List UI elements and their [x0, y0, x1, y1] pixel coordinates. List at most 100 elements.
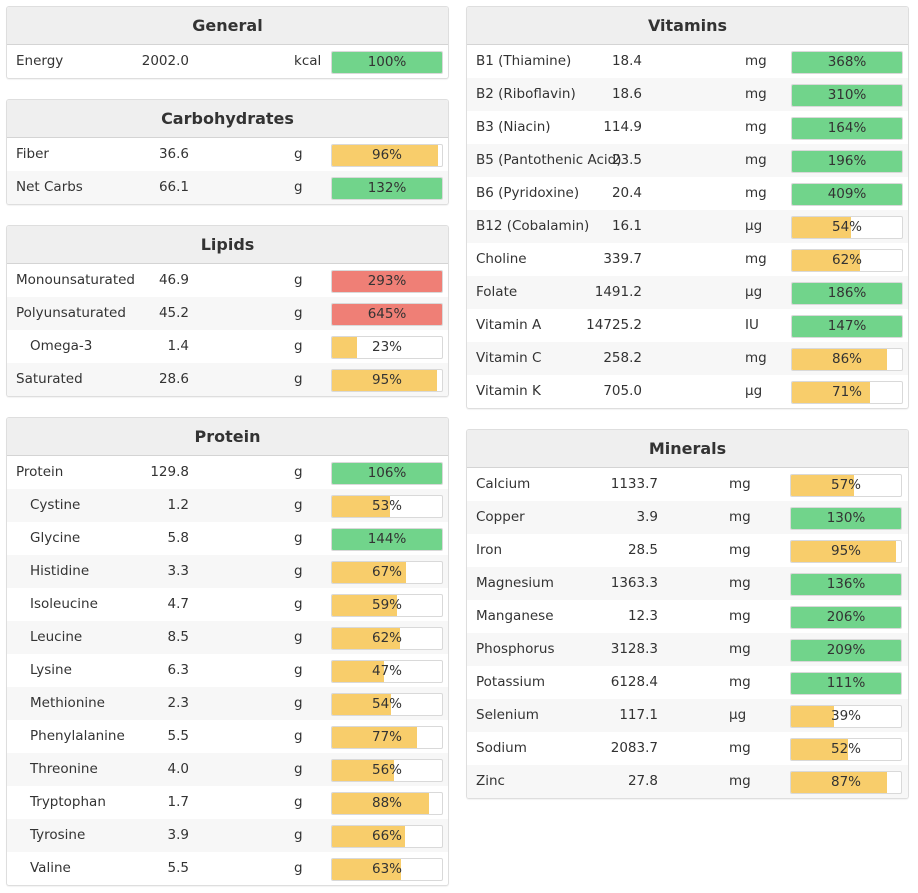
progress-bar: 23% — [331, 336, 443, 359]
progress-bar: 147% — [791, 315, 903, 338]
nutrient-amount: 339.7 — [603, 251, 642, 267]
nutrient-amount: 14725.2 — [586, 317, 642, 333]
progress-percent: 96% — [371, 147, 402, 163]
progress-fill — [332, 661, 384, 682]
nutrient-unit: µg — [729, 707, 747, 723]
nutrient-row: Cystine 1.2 g 53% — [7, 489, 448, 522]
progress-percent: 52% — [830, 741, 861, 757]
vitamins-rows: B1 (Thiamine) 18.4 mg 368% B2 (Riboflavin) 18… — [467, 45, 908, 408]
nutrient-amount: 6128.4 — [610, 674, 658, 690]
nutrient-amount: 114.9 — [603, 119, 642, 135]
nutrient-row: Magnesium 1363.3 mg 136% — [467, 567, 908, 600]
nutrient-unit: g — [294, 596, 303, 612]
nutrient-name: Phosphorus — [476, 641, 555, 657]
progress-percent: 132% — [367, 180, 407, 196]
nutrient-row: Tyrosine 3.9 g 66% — [7, 819, 448, 852]
nutrient-row: B3 (Niacin) 114.9 mg 164% — [467, 111, 908, 144]
progress-bar: 54% — [331, 693, 443, 716]
nutrient-name: Phenylalanine — [30, 728, 125, 744]
nutrient-unit: mg — [745, 350, 767, 366]
nutrient-row: B2 (Riboflavin) 18.6 mg 310% — [467, 78, 908, 111]
nutrient-unit: mg — [729, 740, 751, 756]
progress-percent: 186% — [827, 285, 867, 301]
progress-percent: 39% — [830, 708, 861, 724]
progress-bar: 88% — [331, 792, 443, 815]
progress-fill — [792, 349, 887, 370]
nutrient-unit: mg — [729, 542, 751, 558]
nutrient-name: Calcium — [476, 476, 531, 492]
carbohydrates-rows: Fiber 36.6 g 96% Net Carbs 66.1 g 132% — [7, 138, 448, 204]
progress-percent: 63% — [371, 861, 402, 877]
nutrient-row: Monounsaturated 46.9 g 293% — [7, 264, 448, 297]
progress-bar: 66% — [331, 825, 443, 848]
progress-bar: 164% — [791, 117, 903, 140]
nutrient-unit: g — [294, 662, 303, 678]
nutrient-row: Calcium 1133.7 mg 57% — [467, 468, 908, 501]
nutrient-unit: mg — [729, 773, 751, 789]
progress-bar: 95% — [331, 369, 443, 392]
progress-fill — [791, 772, 887, 793]
nutrient-row: Vitamin A 14725.2 IU 147% — [467, 309, 908, 342]
progress-fill — [332, 145, 438, 166]
progress-bar: 645% — [331, 303, 443, 326]
nutrient-name: Protein — [16, 464, 64, 480]
progress-percent: 144% — [367, 531, 407, 547]
progress-fill — [792, 217, 851, 238]
nutrient-amount: 28.6 — [158, 371, 189, 387]
general-title: General — [7, 7, 448, 45]
nutrient-amount: 705.0 — [603, 383, 642, 399]
nutrient-name: Vitamin K — [476, 383, 541, 399]
nutrient-unit: g — [294, 146, 303, 162]
nutrient-name: Copper — [476, 509, 525, 525]
nutrient-row: Potassium 6128.4 mg 111% — [467, 666, 908, 699]
minerals-rows: Calcium 1133.7 mg 57% Copper 3.9 mg 130% Iron 28.… — [467, 468, 908, 798]
progress-bar: 54% — [791, 216, 903, 239]
nutrient-row: Saturated 28.6 g 95% — [7, 363, 448, 396]
nutrient-amount: 117.1 — [619, 707, 658, 723]
nutrient-row: Zinc 27.8 mg 87% — [467, 765, 908, 798]
nutrient-amount: 6.3 — [167, 662, 189, 678]
general-rows: Energy 2002.0 kcal 100% — [7, 45, 448, 78]
progress-fill — [791, 607, 901, 628]
progress-bar: 63% — [331, 858, 443, 881]
nutrient-amount: 3.9 — [636, 509, 658, 525]
progress-percent: 130% — [826, 510, 866, 526]
protein-rows: Protein 129.8 g 106% Cystine 1.2 g 53% Glycine 5.… — [7, 456, 448, 885]
progress-bar: 310% — [791, 84, 903, 107]
progress-percent: 164% — [827, 120, 867, 136]
nutrient-name: Polyunsaturated — [16, 305, 126, 321]
nutrient-name: Iron — [476, 542, 503, 558]
nutrient-name: Vitamin C — [476, 350, 542, 366]
nutrient-row: Phosphorus 3128.3 mg 209% — [467, 633, 908, 666]
nutrient-unit: µg — [745, 383, 763, 399]
nutrient-amount: 1133.7 — [610, 476, 658, 492]
progress-percent: 54% — [371, 696, 402, 712]
nutrient-amount: 5.5 — [167, 728, 189, 744]
progress-percent: 53% — [371, 498, 402, 514]
nutrient-row: Protein 129.8 g 106% — [7, 456, 448, 489]
progress-fill — [791, 706, 834, 727]
progress-fill — [332, 271, 442, 292]
progress-percent: 59% — [371, 597, 402, 613]
progress-fill — [792, 316, 902, 337]
progress-fill — [332, 595, 397, 616]
nutrient-unit: g — [294, 338, 303, 354]
nutrient-name: Histidine — [30, 563, 90, 579]
nutrient-unit: mg — [729, 476, 751, 492]
progress-bar: 62% — [331, 627, 443, 650]
progress-fill — [332, 826, 405, 847]
progress-fill — [791, 574, 901, 595]
nutrient-name: Omega-3 — [30, 338, 93, 354]
progress-bar: 77% — [331, 726, 443, 749]
nutrient-row: Net Carbs 66.1 g 132% — [7, 171, 448, 204]
nutrient-name: Fiber — [16, 146, 49, 162]
minerals-title: Minerals — [467, 430, 908, 468]
nutrient-name: B6 (Pyridoxine) — [476, 185, 580, 201]
nutrient-unit: g — [294, 794, 303, 810]
general-card: General Energy 2002.0 kcal 100% — [6, 6, 449, 79]
nutrient-row: Choline 339.7 mg 62% — [467, 243, 908, 276]
nutrient-unit: g — [294, 761, 303, 777]
nutrient-amount: 1.2 — [167, 497, 189, 513]
nutrient-amount: 36.6 — [158, 146, 189, 162]
progress-percent: 196% — [827, 153, 867, 169]
